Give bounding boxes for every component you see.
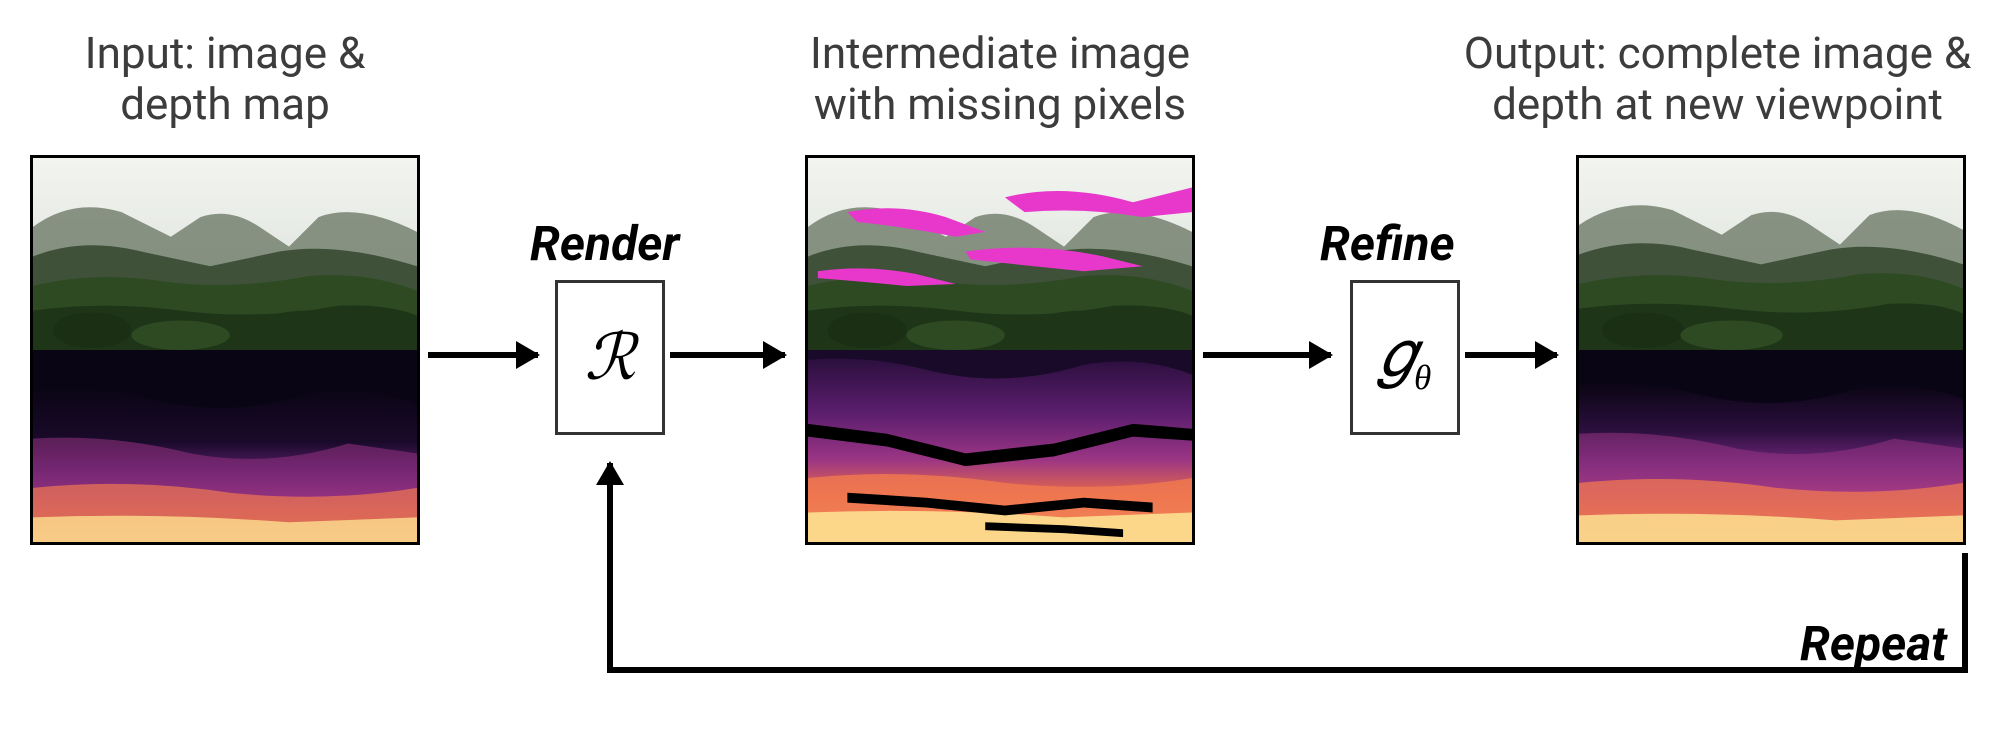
intermediate-image [808, 158, 1192, 350]
arrow-refine-output [1465, 352, 1557, 358]
refine-op-label: Refine [1320, 215, 1455, 272]
arrow-input-render [428, 352, 538, 358]
render-symbol: ℛ [584, 321, 635, 395]
output-panel [1576, 155, 1966, 545]
output-image [1579, 158, 1963, 350]
arrow-render-intermediate [670, 352, 785, 358]
render-op-box: ℛ [555, 280, 665, 435]
input-depth [33, 350, 417, 542]
intermediate-label: Intermediate image with missing pixels [780, 28, 1220, 129]
repeat-label: Repeat [1800, 615, 1947, 672]
repeat-vline-up [607, 463, 613, 673]
repeat-hline [607, 667, 1968, 673]
render-op-label: Render [530, 215, 679, 272]
refine-symbol: 𝑔θ [1379, 317, 1432, 398]
intermediate-panel [805, 155, 1195, 545]
output-depth [1579, 350, 1963, 542]
input-image [33, 158, 417, 350]
output-label: Output: complete image & depth at new vi… [1440, 28, 1995, 129]
input-panel [30, 155, 420, 545]
arrow-intermediate-refine [1203, 352, 1331, 358]
intermediate-depth [808, 350, 1192, 542]
input-label: Input: image & depth map [30, 28, 420, 129]
repeat-vline-down [1962, 553, 1968, 673]
refine-op-box: 𝑔θ [1350, 280, 1460, 435]
